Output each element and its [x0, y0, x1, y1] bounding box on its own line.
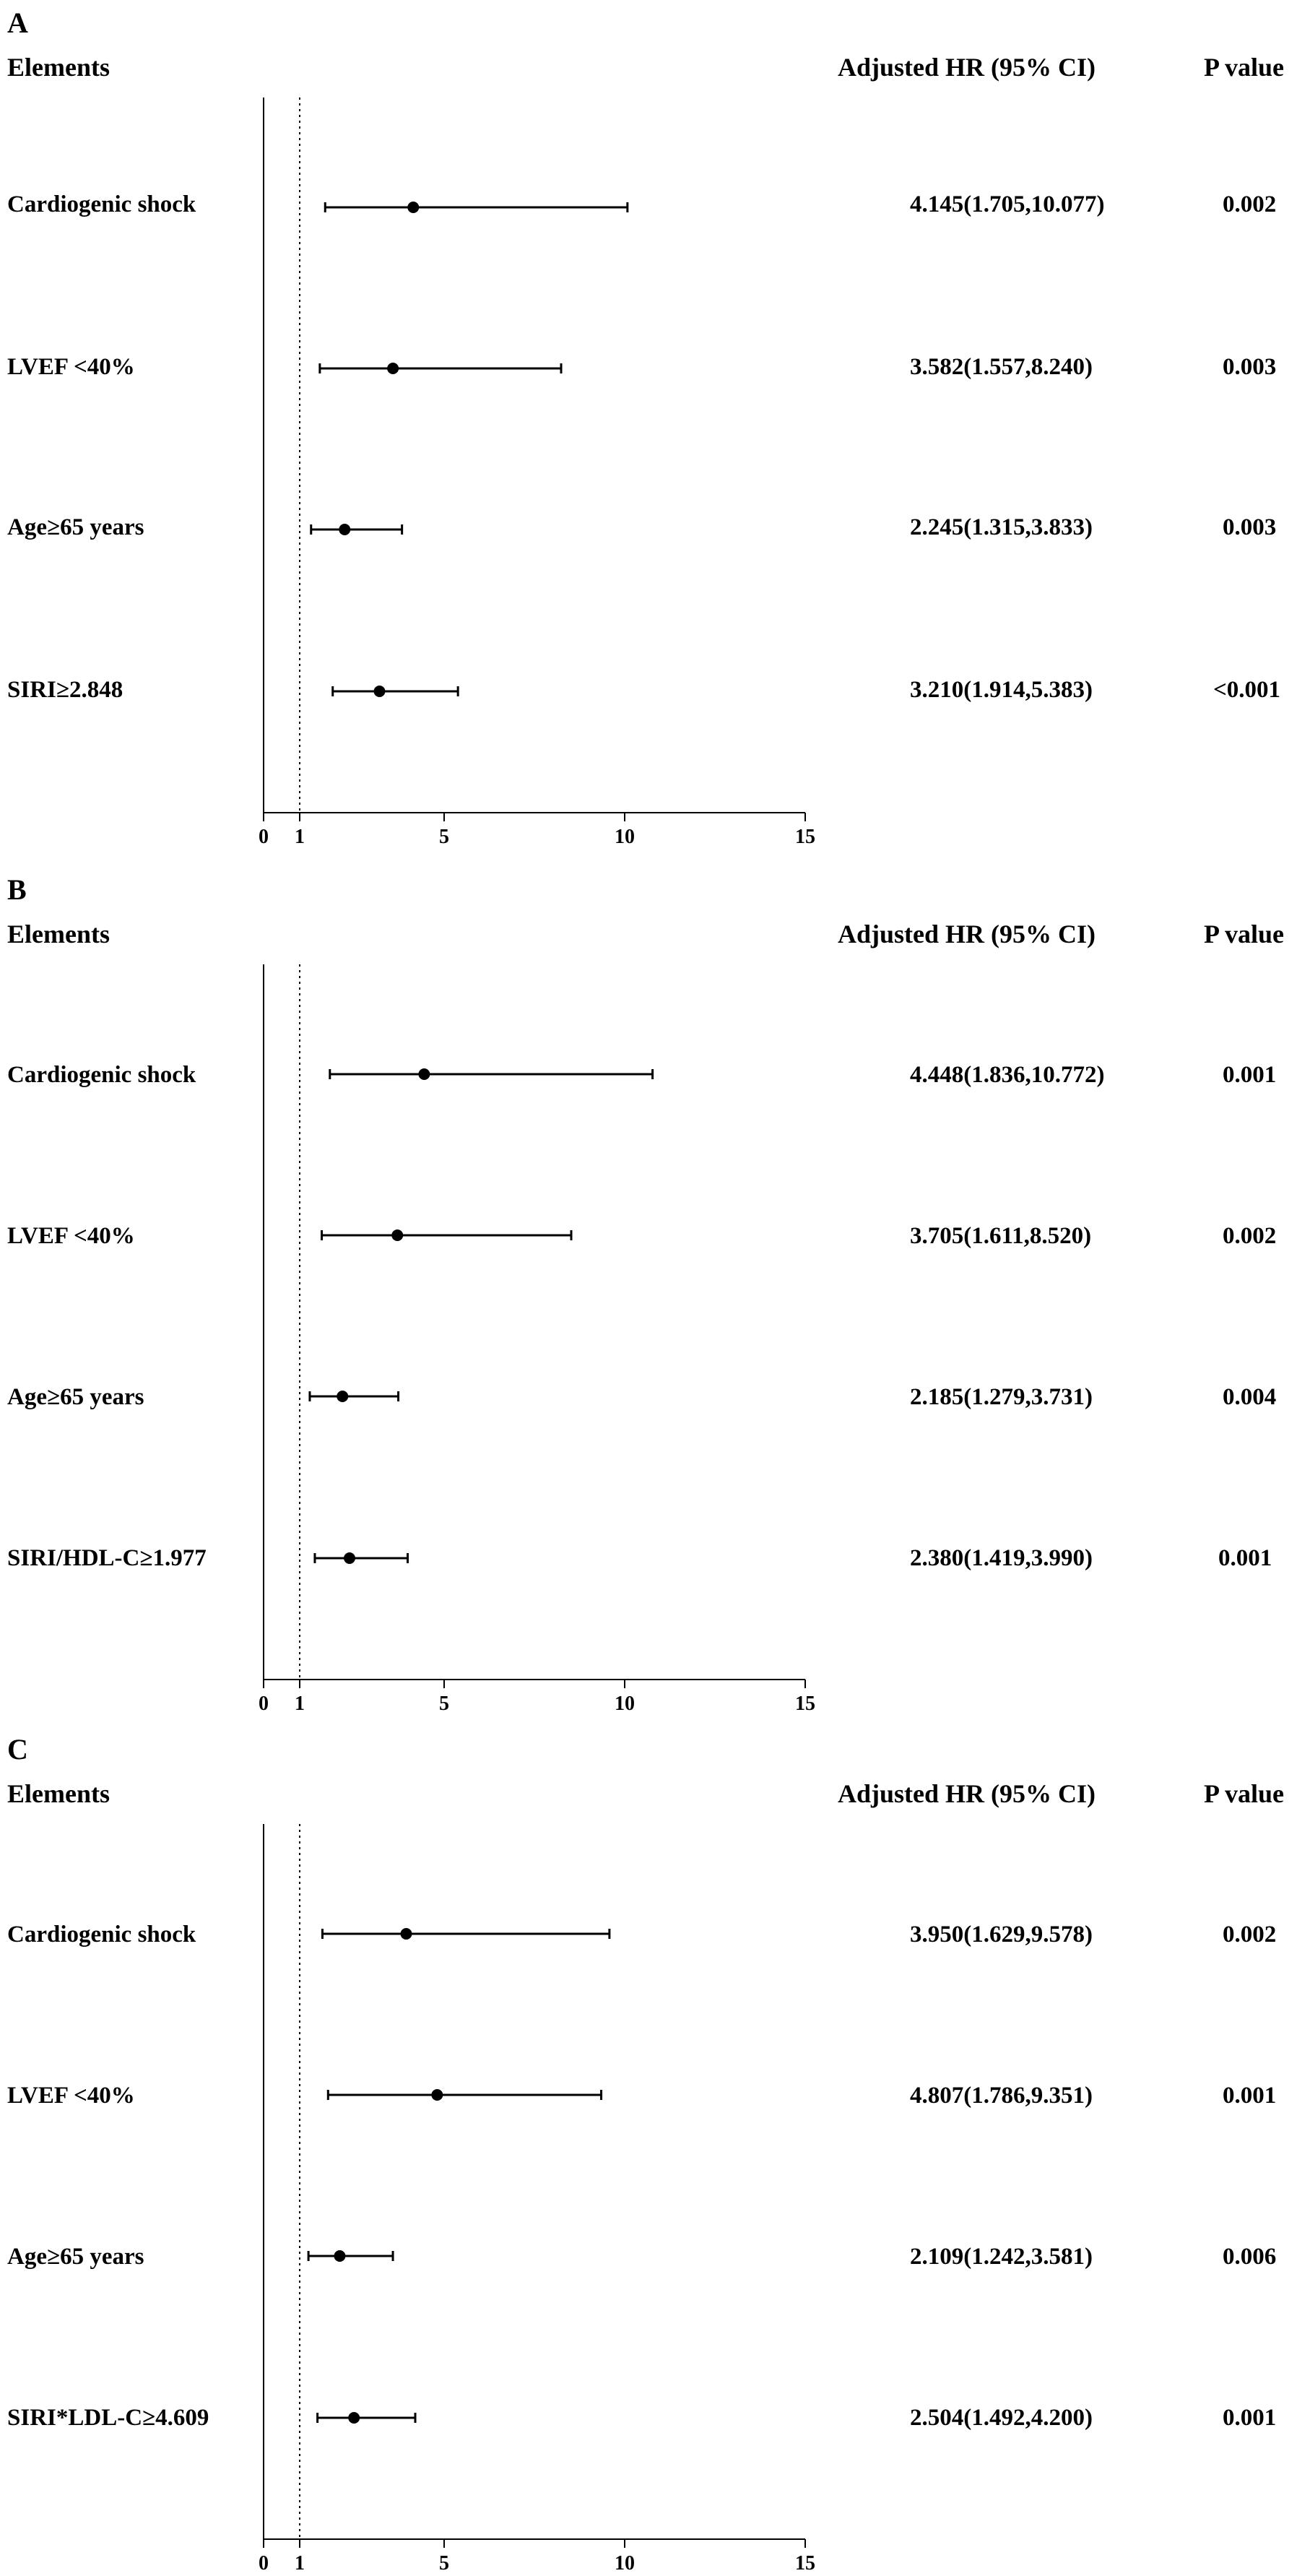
hr-point [431, 2089, 443, 2101]
forest-plot-area: 0 1 5 10 15 [259, 98, 815, 848]
row-label: Age≥65 years [7, 1384, 144, 1410]
hr-point [339, 524, 351, 535]
x-tick-label: 5 [439, 826, 449, 848]
hr-point [348, 2412, 360, 2424]
forest-panel-b: B Elements Adjusted HR (95% CI) P value … [0, 867, 1310, 1734]
hr-point [344, 1552, 355, 1564]
x-tick-label: 15 [795, 826, 815, 848]
x-tick-label: 5 [439, 2552, 449, 2575]
forest-panel-a: A Elements Adjusted HR (95% CI) P value … [0, 0, 1310, 867]
hr-point [387, 363, 399, 374]
hr-value: 3.210(1.914,5.383) [910, 677, 1093, 703]
hr-value: 3.950(1.629,9.578) [910, 1922, 1093, 1948]
x-tick-label: 10 [615, 2552, 635, 2575]
p-value: 0.001 [1223, 1062, 1277, 1088]
hr-point [373, 686, 386, 697]
hr-value: 3.582(1.557,8.240) [910, 354, 1093, 380]
x-tick-label: 1 [295, 2552, 305, 2575]
x-tick-label: 10 [615, 826, 635, 848]
hr-value: 3.705(1.611,8.520) [910, 1223, 1092, 1249]
x-tick-label: 1 [295, 826, 305, 848]
hr-point [334, 2250, 346, 2262]
row-label: Age≥65 years [7, 514, 144, 540]
p-value: 0.002 [1223, 191, 1277, 217]
hr-point [391, 1229, 404, 1241]
forest-plot-area: 0 1 5 10 15 [259, 1824, 815, 2575]
p-value: 0.004 [1223, 1384, 1277, 1410]
x-tick-label: 15 [795, 2552, 815, 2575]
hr-value: 4.807(1.786,9.351) [910, 2083, 1093, 2109]
hr-value: 2.185(1.279,3.731) [910, 1384, 1093, 1410]
hr-point [400, 1928, 412, 1940]
panel-label: B [7, 873, 27, 906]
p-header: P value [1204, 920, 1285, 948]
hr-value: 2.380(1.419,3.990) [910, 1545, 1093, 1571]
row-label: Cardiogenic shock [7, 1922, 196, 1948]
row-label: SIRI≥2.848 [7, 677, 123, 703]
hr-header: Adjusted HR (95% CI) [838, 53, 1096, 82]
x-tick-label: 15 [795, 1693, 815, 1715]
row-label: LVEF <40% [7, 2083, 135, 2109]
hr-point [337, 1391, 349, 1402]
hr-value: 2.245(1.315,3.833) [910, 514, 1093, 540]
elements-header: Elements [7, 920, 110, 948]
hr-header: Adjusted HR (95% CI) [838, 920, 1096, 948]
x-tick-label: 0 [259, 826, 269, 848]
row-label: LVEF <40% [7, 354, 135, 380]
hr-point [407, 202, 420, 213]
hr-point [418, 1068, 430, 1080]
row-label: Cardiogenic shock [7, 1062, 196, 1088]
p-value: 0.002 [1223, 1922, 1277, 1948]
hr-value: 4.448(1.836,10.772) [910, 1062, 1105, 1088]
row-label: LVEF <40% [7, 1223, 135, 1249]
x-tick-label: 0 [259, 1693, 269, 1715]
x-tick-label: 5 [439, 1693, 449, 1715]
hr-header: Adjusted HR (95% CI) [838, 1779, 1096, 1808]
row-label: Age≥65 years [7, 2244, 144, 2270]
p-value: 0.001 [1218, 1545, 1272, 1571]
row-label: SIRI/HDL-C≥1.977 [7, 1545, 207, 1571]
p-header: P value [1204, 53, 1285, 82]
p-header: P value [1204, 1779, 1285, 1808]
forest-panel-c: C Elements Adjusted HR (95% CI) P value … [0, 1726, 1310, 2576]
forest-plot-area: 0 1 5 10 15 [259, 964, 815, 1715]
p-value: 0.003 [1223, 514, 1277, 540]
panel-label: C [7, 1733, 28, 1765]
row-label: SIRI*LDL-C≥4.609 [7, 2405, 209, 2431]
hr-value: 2.504(1.492,4.200) [910, 2405, 1093, 2431]
p-value: 0.003 [1223, 354, 1277, 380]
elements-header: Elements [7, 53, 110, 82]
x-tick-label: 1 [295, 1693, 305, 1715]
row-label: Cardiogenic shock [7, 191, 196, 217]
x-tick-label: 0 [259, 2552, 269, 2575]
hr-value: 2.109(1.242,3.581) [910, 2244, 1093, 2270]
p-value: <0.001 [1213, 677, 1281, 703]
p-value: 0.001 [1223, 2083, 1277, 2109]
elements-header: Elements [7, 1779, 110, 1808]
x-tick-label: 10 [615, 1693, 635, 1715]
p-value: 0.002 [1223, 1223, 1277, 1249]
p-value: 0.006 [1223, 2244, 1277, 2270]
panel-label: A [7, 7, 28, 39]
hr-value: 4.145(1.705,10.077) [910, 191, 1105, 217]
p-value: 0.001 [1223, 2405, 1277, 2431]
